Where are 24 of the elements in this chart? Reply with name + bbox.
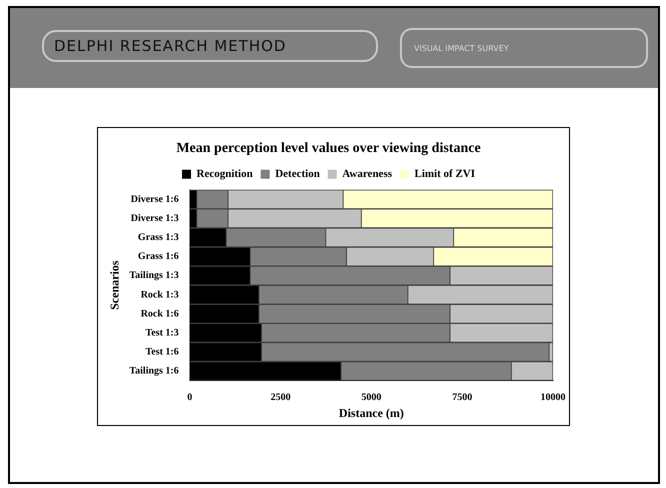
y-tick-label: Rock 1:3 — [140, 289, 179, 300]
y-tick-label: Test 1:3 — [146, 327, 179, 338]
y-axis-title: Scenarios — [107, 260, 122, 310]
y-tick-label: Diverse 1:3 — [130, 213, 179, 224]
chart-title: Mean perception level values over viewing distance — [176, 141, 481, 156]
y-tick-label: Test 1:6 — [146, 346, 179, 358]
y-tick-label: Grass 1:6 — [138, 251, 179, 262]
text: DELPHI RESEARCH METHOD — [42, 30, 378, 62]
x-tick-label: 0 — [187, 392, 192, 404]
legend-label: Awareness — [342, 168, 393, 180]
y-tick-label: Diverse 1:6 — [130, 194, 179, 205]
x-tick-label: 2500 — [270, 392, 291, 404]
text: VISUAL IMPACT SURVEY — [400, 28, 648, 68]
x-axis-title: Distance (m) — [338, 406, 404, 420]
y-tick-label: Grass 1:3 — [138, 232, 179, 244]
y-tick-label: Rock 1:6 — [140, 308, 179, 320]
y-tick-label: Tailings 1:3 — [129, 270, 179, 282]
legend-label: Recognition — [196, 168, 253, 180]
x-tick-label: 7500 — [452, 392, 472, 404]
legend-label: Detection — [275, 168, 320, 180]
x-tick-label: 10000 — [540, 392, 566, 404]
legend-label: Limit of ZVI — [414, 168, 476, 180]
y-tick-label: Tailings 1:6 — [129, 366, 179, 377]
x-tick-label: 5000 — [361, 392, 382, 404]
